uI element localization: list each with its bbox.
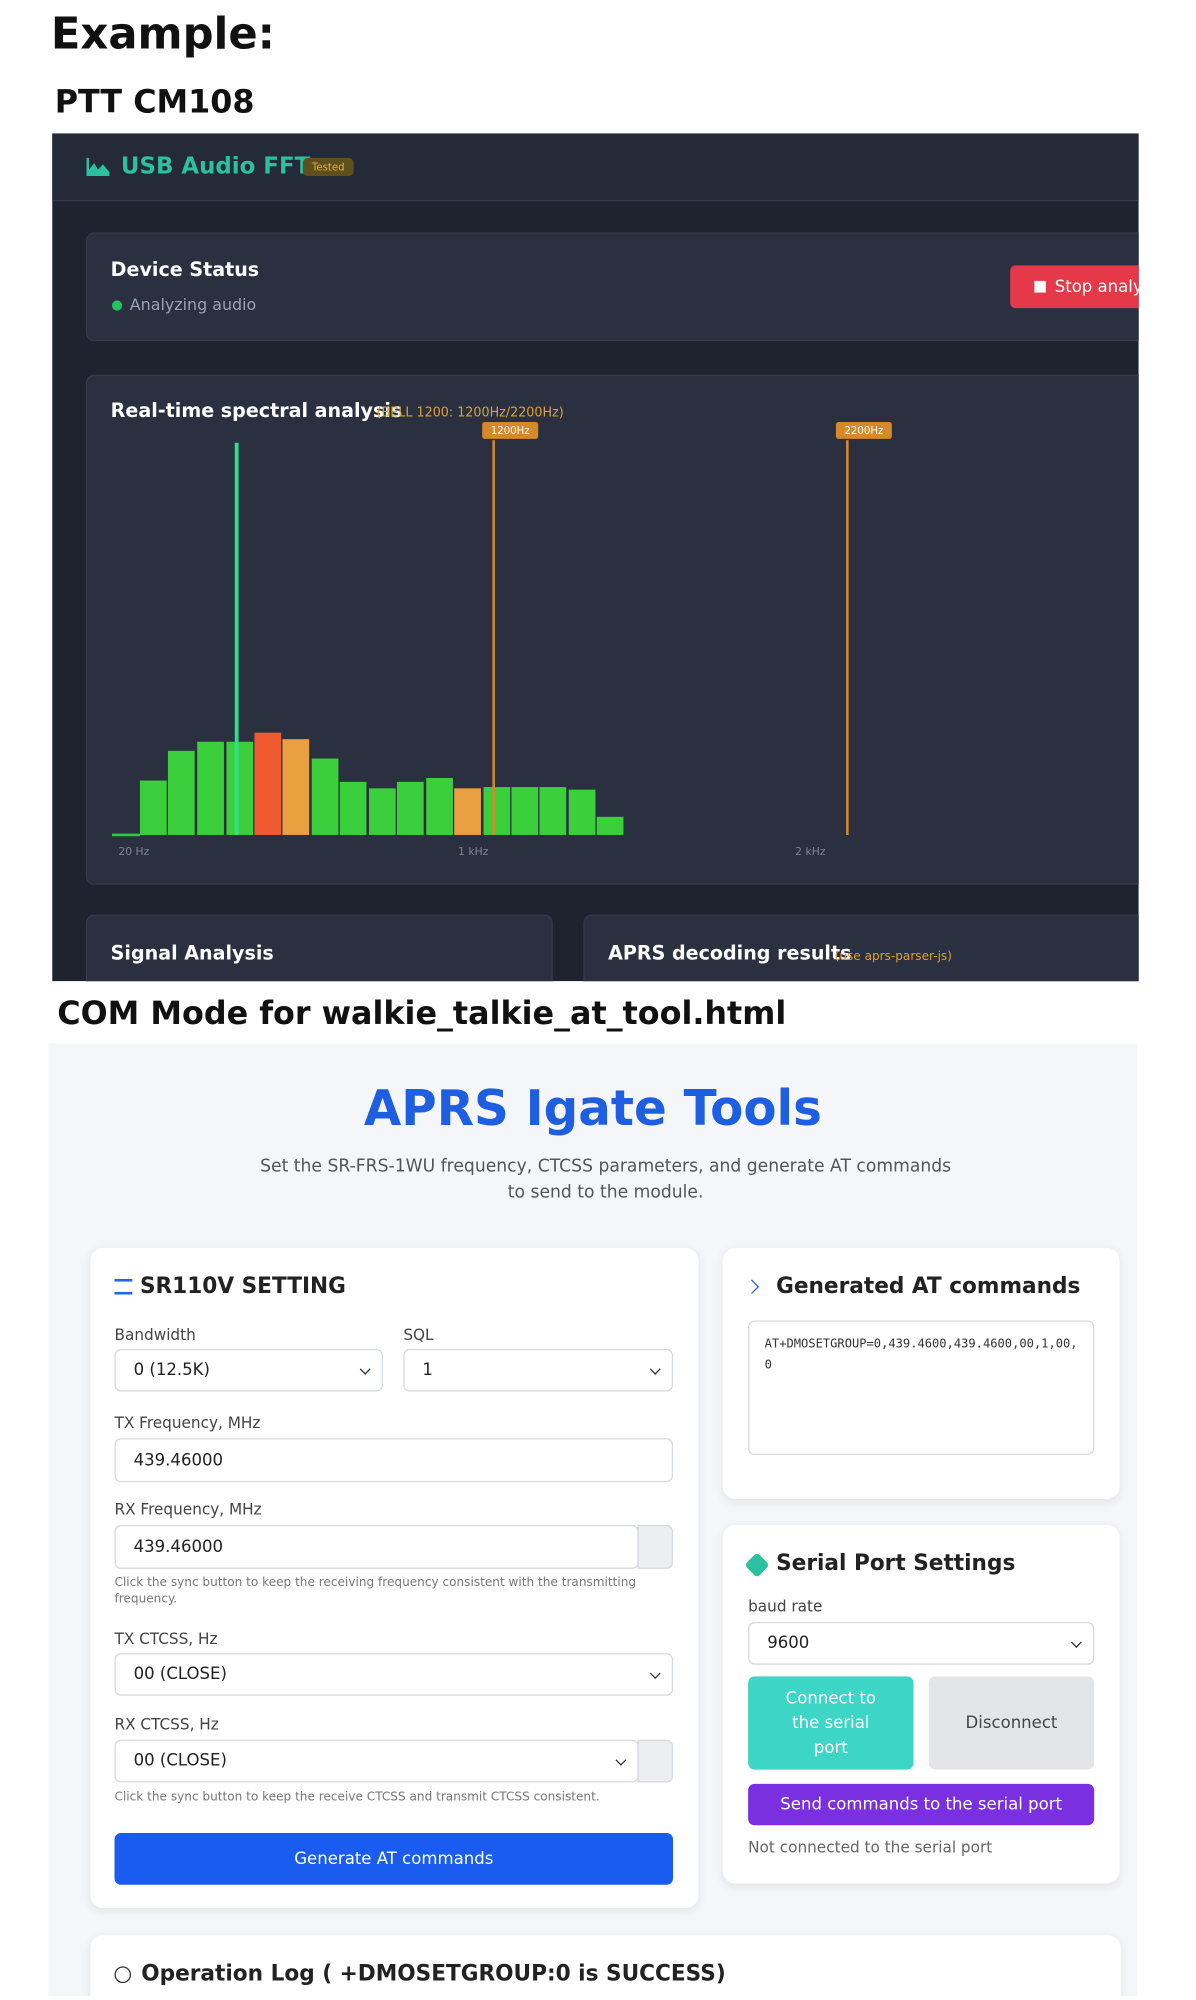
label: Bandwidth <box>114 1325 196 1344</box>
at-tool: APRS Igate Tools Set the SR-FRS-1WU freq… <box>48 1043 1138 1997</box>
card-title: Real-time spectral analysis <box>111 399 403 422</box>
bar <box>483 787 511 835</box>
top-section: Example: PTT CM108 USB Audio FFT Tested … <box>51 9 1163 1032</box>
badge: Tested <box>311 162 345 174</box>
hint: Click the sync button to keep the receiv… <box>114 1575 637 1607</box>
generate-button[interactable]: Generate AT commands <box>114 1833 674 1885</box>
sync-button[interactable] <box>637 1524 674 1569</box>
axis-label: 2 kHz <box>795 845 826 858</box>
label: TX Frequency, MHz <box>114 1413 261 1432</box>
marker-label: 1200Hz <box>491 425 530 437</box>
log-card: Operation Log ( +DMOSETGROUP:0 is SUCCES… <box>90 1935 1121 1997</box>
rx-ctcss-select[interactable]: 00 (CLOSE) <box>114 1739 639 1783</box>
tx-freq-input[interactable]: 439.46000 <box>114 1438 674 1483</box>
app-title: APRS Igate Tools <box>363 1079 822 1137</box>
bar <box>254 732 282 835</box>
description: Set the SR-FRS-1WU frequency, CTCSS para… <box>260 1155 952 1203</box>
label: RX Frequency, MHz <box>114 1500 262 1519</box>
bar <box>511 787 539 835</box>
stop-button[interactable] <box>1010 265 1163 309</box>
axis-label: 1 kHz <box>458 845 489 858</box>
baud-select[interactable]: 9600 <box>748 1622 1095 1665</box>
connect-button[interactable]: Connect to the serial port <box>748 1676 914 1770</box>
serial-card: Serial Port Settings baud rate 9600 Conn… <box>722 1524 1120 1884</box>
bar <box>568 789 596 835</box>
command-output[interactable]: AT+DMOSETGROUP=0,439.4600,439.4600,00,1,… <box>748 1320 1095 1456</box>
section-label: PTT CM108 <box>55 82 255 120</box>
icon <box>114 1278 133 1295</box>
marker-label: 2200Hz <box>844 425 883 437</box>
subtitle: (BELL 1200: 1200Hz/2200Hz) <box>377 405 564 420</box>
signal-card <box>85 914 553 982</box>
label: TX CTCSS, Hz <box>114 1629 218 1648</box>
bar <box>454 788 481 835</box>
app-title: USB Audio FFT <box>121 153 311 179</box>
fft-app: USB Audio FFT Tested Device Status Analy… <box>52 133 1163 982</box>
card-title: SR110V SETTING <box>139 1273 346 1300</box>
aprs-card <box>583 914 1139 982</box>
label: SQL <box>403 1325 434 1344</box>
status-text: Analyzing audio <box>130 295 257 314</box>
spectrum-card <box>85 374 1139 885</box>
section-label: COM Mode for walkie_talkie_at_tool.html <box>57 994 786 1032</box>
icon <box>114 1966 132 1984</box>
marker-box <box>835 422 892 439</box>
icon <box>744 1279 760 1295</box>
app-icon <box>86 157 110 177</box>
bar <box>368 788 396 835</box>
axis-label: 20 Hz <box>118 845 149 858</box>
stop-icon <box>1034 280 1046 293</box>
status: Not connected to the serial port <box>748 1838 993 1857</box>
bar <box>311 758 339 835</box>
badge-bg <box>302 157 354 177</box>
status-card <box>85 232 1139 342</box>
bar <box>339 781 367 835</box>
card-title: APRS decoding results <box>608 941 851 964</box>
card-title: Generated AT commands <box>776 1273 1081 1300</box>
bar <box>282 739 310 835</box>
label: baud rate <box>748 1597 823 1616</box>
bar <box>197 741 224 835</box>
bar <box>596 816 624 835</box>
disconnect-button[interactable]: Disconnect <box>928 1676 1095 1770</box>
bar <box>539 787 567 835</box>
heading: Example: <box>51 9 275 59</box>
bar <box>167 750 195 835</box>
bar <box>396 781 424 835</box>
bar <box>139 780 167 835</box>
rx-freq-input[interactable]: 439.46000 <box>114 1524 639 1569</box>
tx-ctcss-select[interactable]: 00 (CLOSE) <box>114 1653 674 1696</box>
card-title: Signal Analysis <box>111 941 274 964</box>
card-title: Serial Port Settings <box>776 1550 1016 1577</box>
bandwidth-select[interactable]: 0 (12.5K) <box>114 1348 383 1392</box>
icon <box>744 1552 770 1578</box>
generated-card: Generated AT commands AT+DMOSETGROUP=0,4… <box>722 1247 1120 1500</box>
card-title: Operation Log ( +DMOSETGROUP:0 is SUCCES… <box>141 1961 726 1988</box>
card-title: Device Status <box>111 258 259 281</box>
bar <box>426 777 453 835</box>
sql-select[interactable]: 1 <box>403 1348 674 1392</box>
spectrum-bars <box>139 732 624 835</box>
marker-box <box>482 422 539 439</box>
label: RX CTCSS, Hz <box>114 1715 219 1734</box>
sync-button[interactable] <box>637 1739 674 1783</box>
bar <box>226 741 254 835</box>
stop-text: Stop analyz <box>1055 277 1152 296</box>
app-header <box>52 133 1139 201</box>
status-dot <box>111 300 123 311</box>
settings-card: SR110V SETTING Bandwidth 0 (12.5K) SQL 1… <box>90 1247 699 1909</box>
send-button[interactable]: Send commands to the serial port <box>748 1783 1095 1826</box>
hint: Click the sync button to keep the receiv… <box>114 1790 600 1805</box>
card-note: (use aprs-parser-js) <box>835 949 952 963</box>
